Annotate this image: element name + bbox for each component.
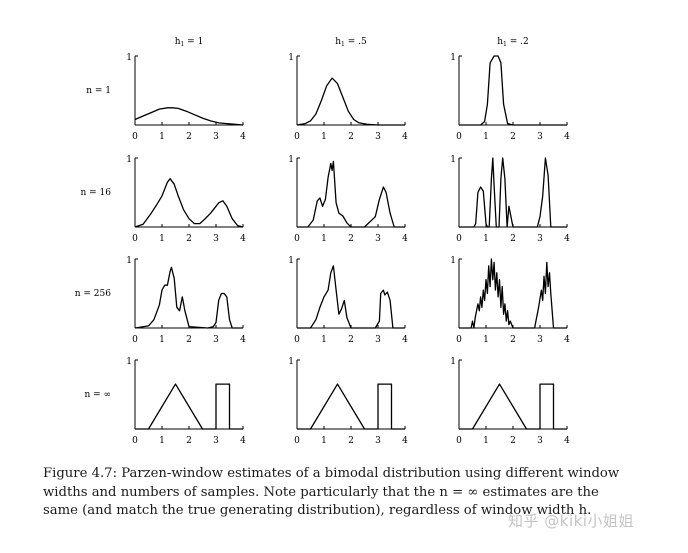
y-tick-label: 1 [450, 155, 456, 165]
x-tick-label: 1 [321, 234, 327, 244]
x-tick-label: 1 [483, 436, 489, 446]
density-curve-r0-c1 [296, 77, 405, 126]
y-tick-label: 1 [288, 357, 294, 367]
x-tick-label: 0 [132, 234, 138, 244]
x-tick-label: 4 [564, 234, 570, 244]
caption-line-2: widths and numbers of samples. Note part… [43, 484, 599, 500]
y-tick-label: 1 [450, 357, 456, 367]
x-tick-label: 3 [375, 132, 381, 142]
caption-line-3: same (and match the true generating dist… [43, 503, 592, 518]
x-tick-label: 4 [564, 335, 570, 345]
density-curve-r3-c1 [297, 383, 405, 430]
figure-caption: Figure 4.7: Parzen-window estimates of a… [43, 465, 683, 521]
x-tick-label: 4 [240, 132, 246, 142]
density-curve-r2-c2 [459, 258, 567, 329]
x-tick-label: 0 [456, 335, 462, 345]
y-tick-label: 1 [450, 256, 456, 266]
x-tick-label: 2 [510, 132, 516, 142]
row-label-1: n = 16 [80, 188, 111, 198]
row-label-2: n = 256 [75, 289, 112, 299]
x-tick-label: 2 [186, 234, 192, 244]
x-tick-label: 0 [132, 132, 138, 142]
x-tick-label: 3 [537, 436, 543, 446]
y-tick-label: 1 [288, 155, 294, 165]
x-tick-label: 2 [510, 436, 516, 446]
x-tick-label: 3 [537, 234, 543, 244]
x-tick-label: 0 [132, 436, 138, 446]
x-tick-label: 4 [402, 436, 408, 446]
column-header-2: h1 = .2 [497, 37, 528, 48]
x-tick-label: 1 [159, 335, 165, 345]
caption-line-1: Figure 4.7: Parzen-window estimates of a… [43, 466, 620, 481]
x-tick-label: 2 [186, 132, 192, 142]
x-tick-label: 2 [186, 335, 192, 345]
x-tick-label: 0 [456, 436, 462, 446]
x-tick-label: 3 [213, 335, 219, 345]
x-tick-label: 0 [294, 436, 300, 446]
x-tick-label: 3 [537, 335, 543, 345]
x-tick-label: 3 [213, 436, 219, 446]
x-tick-label: 0 [294, 132, 300, 142]
x-tick-label: 0 [294, 335, 300, 345]
x-tick-label: 1 [321, 436, 327, 446]
density-curve-r2-c0 [134, 266, 243, 329]
x-tick-label: 1 [159, 234, 165, 244]
x-tick-label: 1 [159, 132, 165, 142]
x-tick-label: 1 [483, 234, 489, 244]
x-tick-label: 4 [240, 436, 246, 446]
row-label-3: n = ∞ [84, 390, 111, 400]
y-tick-label: 1 [288, 256, 294, 266]
x-tick-label: 3 [213, 234, 219, 244]
x-tick-label: 2 [348, 132, 354, 142]
y-tick-label: 1 [126, 357, 132, 367]
x-tick-label: 3 [375, 234, 381, 244]
density-curve-r1-c1 [297, 160, 405, 228]
column-header-0: h1 = 1 [175, 37, 204, 48]
density-curve-r1-c0 [134, 178, 244, 228]
x-tick-label: 4 [402, 335, 408, 345]
x-tick-label: 3 [375, 436, 381, 446]
x-tick-label: 2 [348, 436, 354, 446]
density-curve-r0-c0 [134, 107, 244, 126]
density-curve-r3-c2 [459, 383, 567, 430]
x-tick-label: 2 [510, 335, 516, 345]
column-header-1: h1 = .5 [335, 37, 367, 48]
density-curve-r0-c2 [459, 55, 567, 126]
x-tick-label: 4 [564, 436, 570, 446]
x-tick-label: 0 [132, 335, 138, 345]
x-tick-label: 3 [537, 132, 543, 142]
x-tick-label: 3 [213, 132, 219, 142]
x-tick-label: 1 [321, 335, 327, 345]
y-tick-label: 1 [288, 53, 294, 63]
x-tick-label: 0 [456, 132, 462, 142]
x-tick-label: 2 [510, 234, 516, 244]
x-tick-label: 1 [159, 436, 165, 446]
x-tick-label: 0 [294, 234, 300, 244]
x-tick-label: 4 [402, 234, 408, 244]
x-tick-label: 1 [483, 335, 489, 345]
y-tick-label: 1 [450, 53, 456, 63]
x-tick-label: 4 [564, 132, 570, 142]
y-tick-label: 1 [126, 155, 132, 165]
watermark: 知乎 @kiki小姐姐 [508, 512, 634, 530]
y-tick-label: 1 [126, 256, 132, 266]
x-tick-label: 0 [456, 234, 462, 244]
x-tick-label: 1 [483, 132, 489, 142]
x-tick-label: 2 [348, 335, 354, 345]
parzen-window-figure: h1 = 1 h1 = .5 h1 = .2 n = 1 n = 16 n = 256 n … [75, 37, 570, 446]
y-tick-label: 1 [126, 53, 132, 63]
x-tick-label: 4 [240, 234, 246, 244]
density-curve-r1-c2 [459, 157, 567, 228]
x-tick-label: 2 [186, 436, 192, 446]
x-tick-label: 4 [402, 132, 408, 142]
row-label-0: n = 1 [86, 86, 111, 96]
x-tick-label: 3 [375, 335, 381, 345]
x-tick-label: 1 [321, 132, 327, 142]
x-tick-label: 2 [348, 234, 354, 244]
density-curve-r3-c0 [135, 383, 243, 430]
density-curve-r2-c1 [297, 265, 405, 329]
x-tick-label: 4 [240, 335, 246, 345]
